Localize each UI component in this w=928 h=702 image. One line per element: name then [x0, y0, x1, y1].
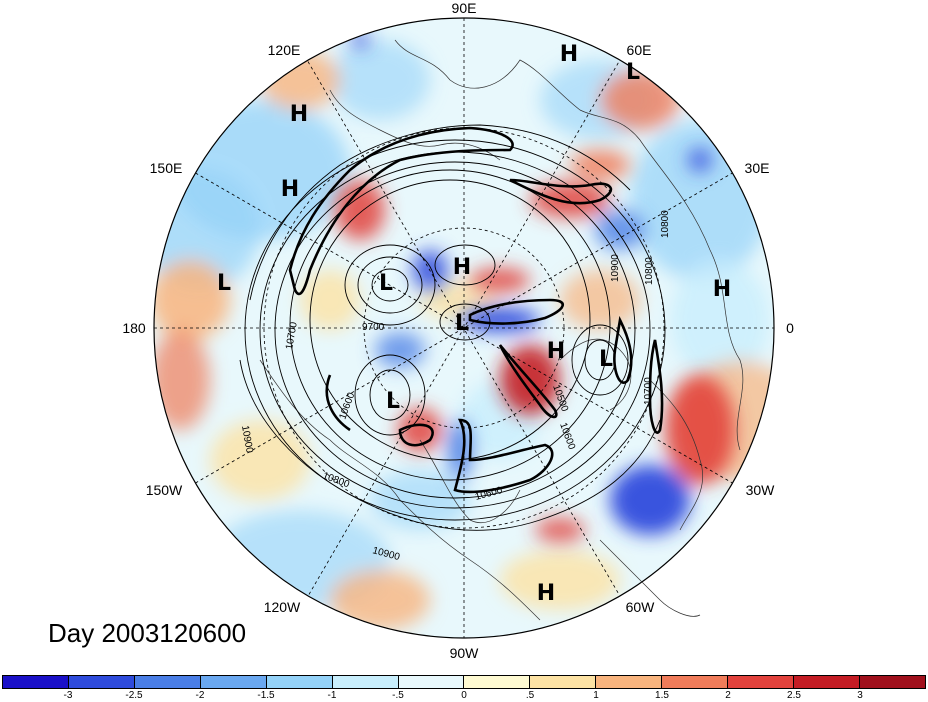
contour-label: 9700 — [362, 322, 385, 333]
low-pressure-marker: L — [386, 389, 400, 414]
colorbar-cell — [266, 676, 333, 688]
colorbar-cell — [859, 676, 925, 688]
pressure-system-markers: H L H H L H L L H L H L L H — [217, 42, 731, 606]
lon-label-30w: 30W — [746, 482, 776, 498]
lon-label-150w: 150W — [146, 482, 183, 498]
lon-label-90e: 90E — [452, 0, 477, 16]
high-pressure-marker: H — [713, 277, 731, 302]
colorbar-tick-label: -3 — [63, 690, 73, 701]
low-pressure-marker: L — [626, 60, 640, 85]
colorbar-cell — [530, 676, 597, 688]
colorbar-cell — [332, 676, 399, 688]
lon-label-150e: 150E — [150, 160, 183, 176]
colorbar-tick-label: -1.5 — [257, 690, 275, 701]
colorbar-tick-label: 0 — [461, 690, 467, 701]
lon-label-120e: 120E — [268, 42, 301, 58]
colorbar-tick-label: -2 — [195, 690, 205, 701]
colorbar-cell — [662, 676, 729, 688]
colorbar-cell — [134, 676, 201, 688]
jet-contours — [288, 126, 664, 494]
colorbar-tick-label: -2.5 — [125, 690, 143, 701]
lon-label-60e: 60E — [627, 42, 652, 58]
colorbar-tick-label: 2 — [725, 690, 731, 701]
high-pressure-marker: H — [290, 102, 308, 127]
polar-map: 10800 10800 10900 10700 9700 10900 10800… — [122, 0, 794, 661]
colorbar-tick-label: -.5 — [392, 690, 404, 701]
contour-label: 10800 — [660, 210, 671, 238]
lon-label-120w: 120W — [264, 599, 301, 615]
colorbar-tick-label: -1 — [327, 690, 337, 701]
colorbar-cell — [398, 676, 465, 688]
colorbar-cell — [596, 676, 663, 688]
colorbar-tick-label: 1 — [593, 690, 599, 701]
height-contours — [239, 124, 666, 531]
lon-label-0: 0 — [786, 320, 794, 336]
contour-label: 10800 — [644, 257, 655, 285]
low-pressure-marker: L — [599, 347, 613, 372]
lon-label-90w: 90W — [450, 645, 480, 661]
colorbar-cell — [728, 676, 795, 688]
lon-label-60w: 60W — [626, 599, 656, 615]
colorbar-cell — [68, 676, 135, 688]
longitude-labels: 90E 60E 30E 0 30W 60W 90W 120W 150W 180 … — [122, 0, 794, 661]
map-border — [153, 17, 775, 639]
contour-label: 10900 — [239, 425, 255, 455]
high-pressure-marker: H — [281, 177, 299, 202]
graticule — [154, 18, 774, 638]
colorbar-tick-label: 1.5 — [655, 690, 669, 701]
contour-label: 10700 — [284, 321, 300, 351]
colorbar-ticks: -3 -2.5 -2 -1.5 -1 -.5 0 .5 1 1.5 2 2.5 3 — [2, 690, 926, 702]
colorbar-cell — [3, 676, 69, 688]
contour-label: 10900 — [610, 254, 621, 282]
low-pressure-marker: L — [379, 271, 393, 296]
high-pressure-marker: H — [453, 255, 471, 280]
colorbar-tick-label: .5 — [525, 690, 535, 701]
high-pressure-marker: H — [547, 339, 565, 364]
lon-label-180: 180 — [122, 320, 146, 336]
low-pressure-marker: L — [455, 311, 469, 336]
colorbar-tick-label: 3 — [857, 690, 863, 701]
colorbar-cell — [464, 676, 531, 688]
colorbar-tick-label: 2.5 — [787, 690, 801, 701]
high-pressure-marker: H — [537, 581, 555, 606]
contour-label: 10700 — [643, 377, 654, 405]
coastlines — [259, 39, 744, 621]
date-title: Day 2003120600 — [48, 618, 247, 648]
colorbar — [2, 675, 926, 689]
colorbar-cell — [200, 676, 267, 688]
high-pressure-marker: H — [560, 42, 578, 67]
low-pressure-marker: L — [217, 271, 231, 296]
lon-label-30e: 30E — [745, 160, 770, 176]
colorbar-cell — [794, 676, 860, 688]
